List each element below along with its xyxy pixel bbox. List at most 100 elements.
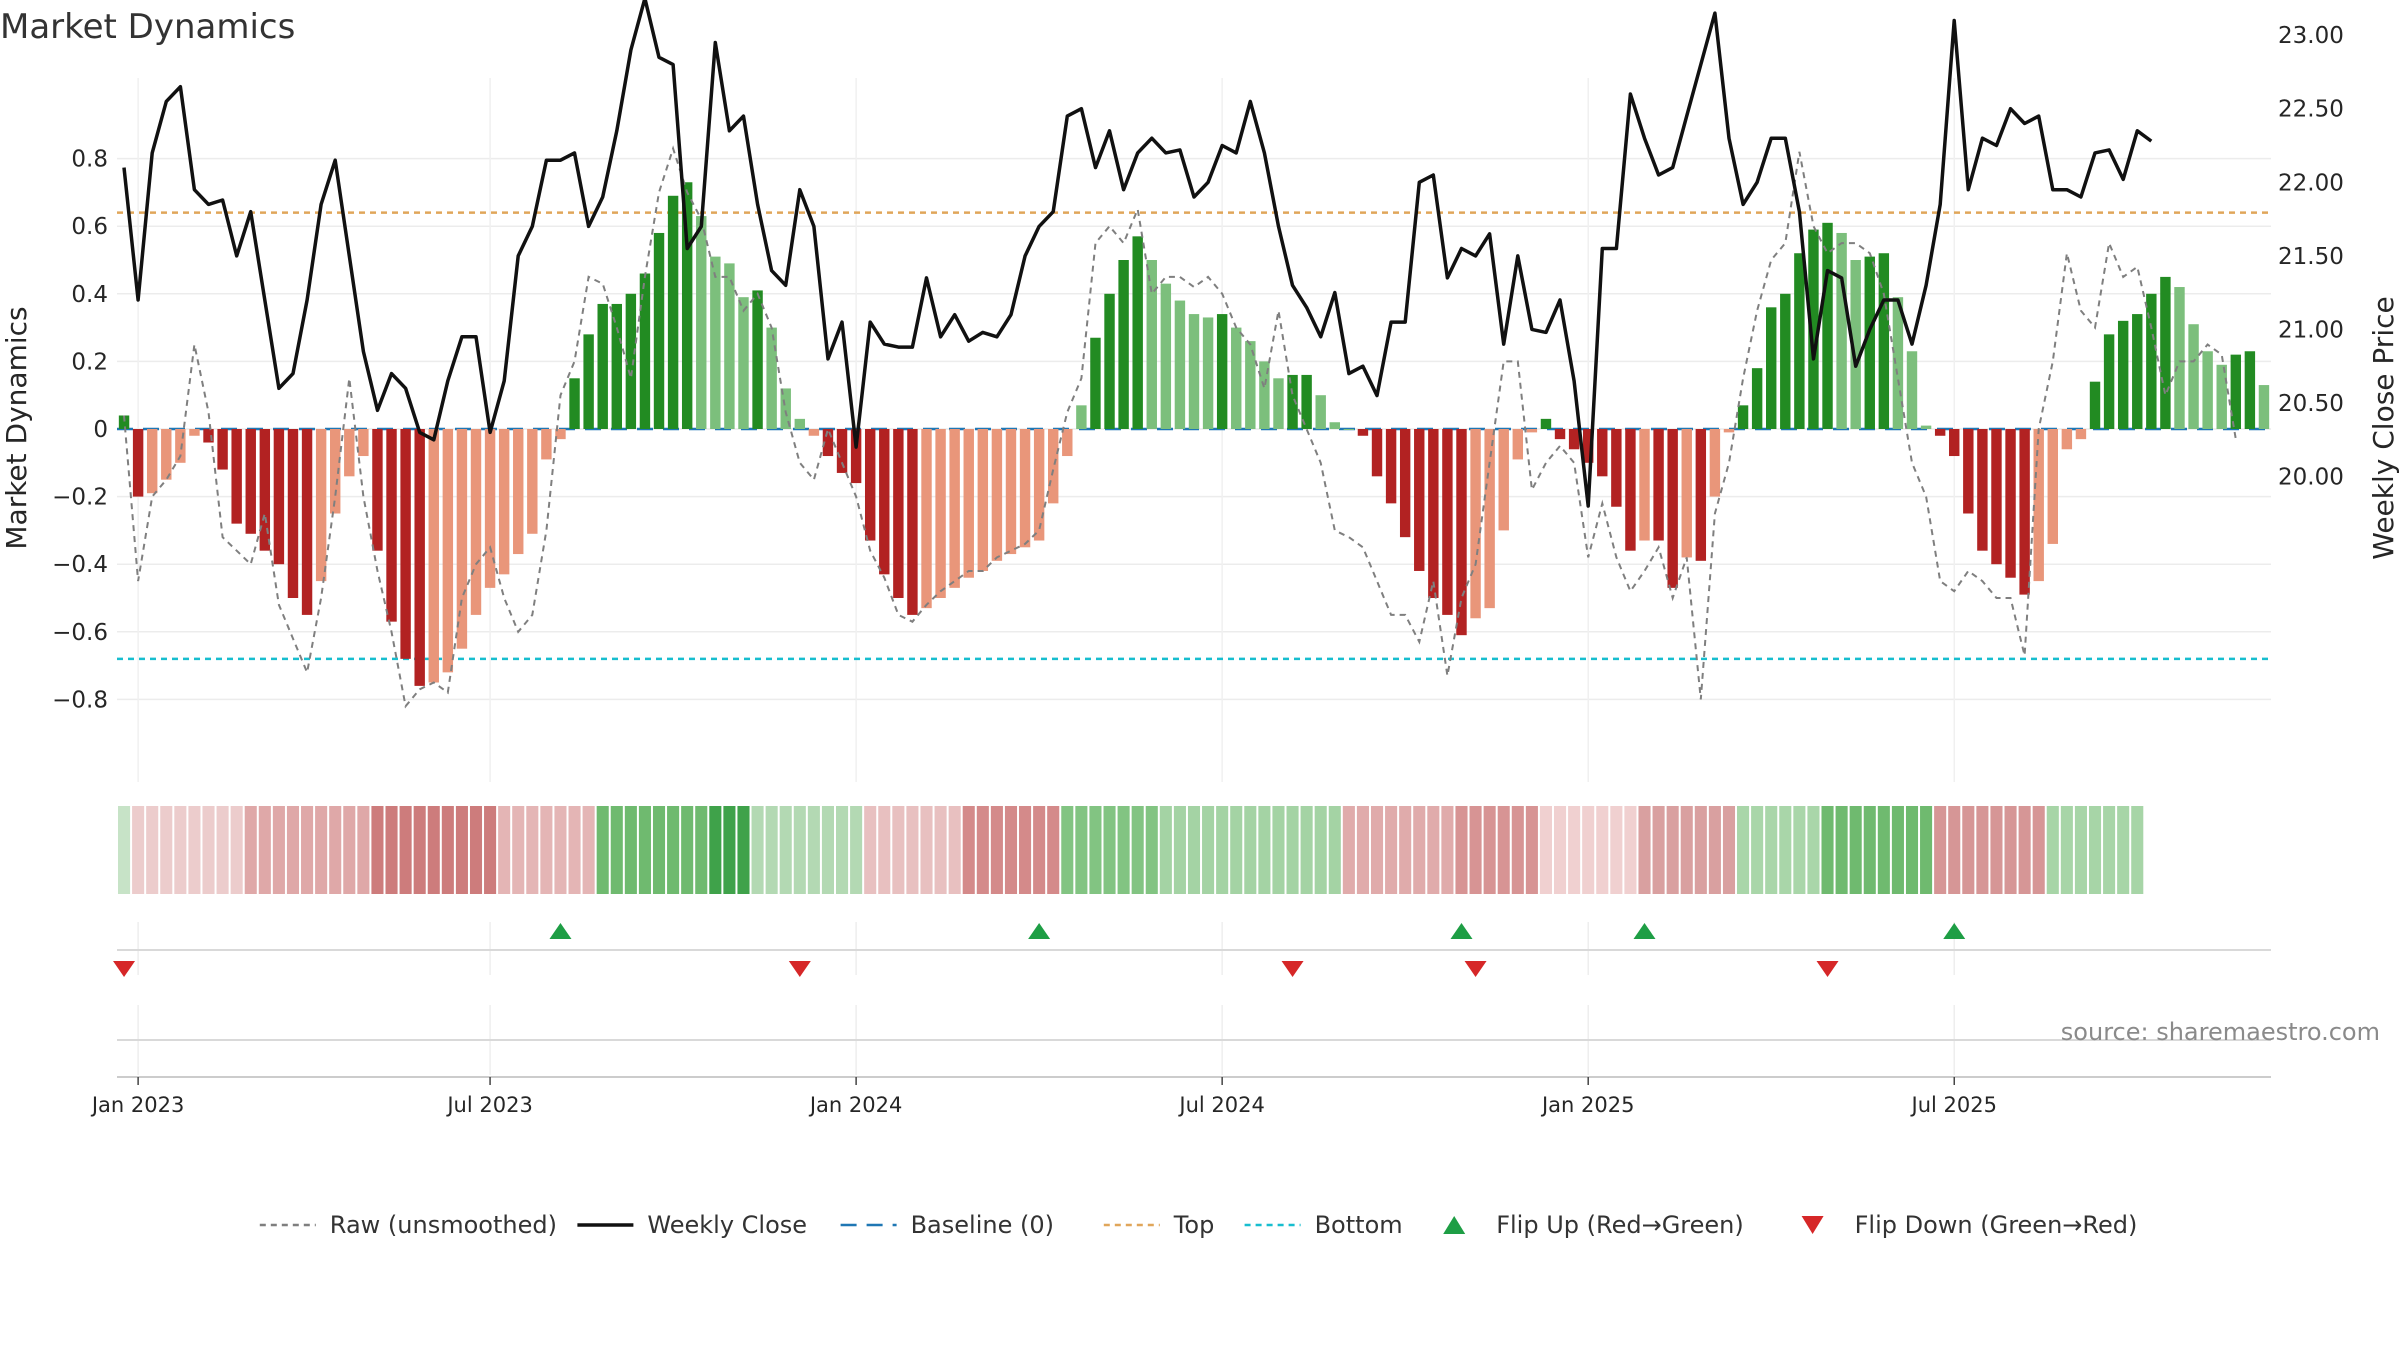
dynamics-bar <box>977 429 989 571</box>
dynamics-bar <box>1611 429 1622 507</box>
dynamics-bar <box>2061 429 2073 450</box>
dynamics-bar <box>1160 283 1172 429</box>
regime-band <box>497 806 596 894</box>
regime-band <box>1060 806 1159 894</box>
dynamics-bar <box>1076 405 1087 429</box>
dynamics-bar <box>1892 297 1904 429</box>
dynamics-bar <box>2033 429 2044 582</box>
y-tick-right: 22.00 <box>2278 170 2344 196</box>
dynamics-bar <box>1597 429 1608 477</box>
dynamics-bar <box>2146 293 2157 429</box>
dynamics-bar <box>1991 429 2002 565</box>
dynamics-bar <box>1005 429 1017 555</box>
dynamics-bar <box>330 429 341 514</box>
dynamics-bar <box>569 378 580 429</box>
x-tick-label: Jul 2023 <box>445 1093 532 1117</box>
dynamics-bar <box>879 429 890 575</box>
dynamics-bar <box>1357 429 1369 436</box>
dynamics-bar <box>653 232 665 429</box>
dynamics-bar <box>907 429 918 615</box>
dynamics-bar <box>1695 429 1707 561</box>
dynamics-bar <box>1202 317 1214 429</box>
dynamics-bar <box>2132 314 2143 429</box>
dynamics-bar <box>1906 351 1918 429</box>
dynamics-bar <box>1540 418 1552 429</box>
flip-up-marker <box>1943 923 1966 939</box>
y-tick-right: 23.00 <box>2278 23 2344 49</box>
regime-band <box>708 806 751 894</box>
dynamics-bar <box>963 429 974 578</box>
regime-band <box>370 806 498 894</box>
dynamics-bar <box>864 429 876 541</box>
y-tick-right: 20.50 <box>2278 391 2344 417</box>
dynamics-bar <box>2202 351 2213 429</box>
legend-swatch-flip-down <box>1801 1216 1824 1234</box>
flip-down-marker <box>1464 961 1487 977</box>
dynamics-bar <box>132 429 144 497</box>
dynamics-bar <box>456 429 468 649</box>
dynamics-bar <box>780 388 791 429</box>
dynamics-bar <box>1554 429 1566 440</box>
x-tick-label: Jan 2023 <box>90 1093 185 1117</box>
dynamics-bar <box>1484 429 1495 609</box>
x-tick-label: Jul 2024 <box>1177 1093 1264 1117</box>
dynamics-bar <box>2103 334 2115 429</box>
y-axis-label-left: Market Dynamics <box>0 306 33 549</box>
y-tick-right: 20.00 <box>2278 465 2344 491</box>
source-note: source: sharemaestro.com <box>2061 1018 2380 1046</box>
dynamics-bar <box>414 429 425 686</box>
flip-up-marker <box>1028 923 1051 939</box>
dynamics-bar <box>1090 337 1101 429</box>
dynamics-bar <box>752 290 763 429</box>
dynamics-bar <box>1033 429 1045 541</box>
dynamics-bar <box>2160 276 2171 429</box>
dynamics-bar <box>2244 351 2256 429</box>
dynamics-bar <box>710 256 721 429</box>
dynamics-bar <box>2174 287 2185 429</box>
dynamics-bar <box>2005 429 2016 578</box>
y-tick-right: 21.50 <box>2278 244 2344 270</box>
dynamics-bar <box>372 429 383 551</box>
dynamics-bar <box>541 429 552 460</box>
dynamics-bar <box>2188 324 2199 429</box>
regime-band <box>117 806 132 894</box>
regime-band <box>243 806 371 894</box>
dynamics-bar <box>1737 405 1749 429</box>
dynamics-bar <box>1048 429 1059 504</box>
dynamics-bar <box>498 429 510 575</box>
dynamics-bar <box>836 429 848 473</box>
x-axis-ticks: Jan 2023 Jul 2023 Jan 2024 Jul 2024 Jan 2025… <box>90 1077 1997 1117</box>
dynamics-bar <box>2019 429 2030 595</box>
regime-band <box>961 806 1061 894</box>
dynamics-bar <box>597 303 608 429</box>
dynamics-bar <box>2117 320 2129 429</box>
dynamics-bar <box>1667 429 1678 588</box>
dynamics-bar <box>315 429 327 582</box>
dynamics-bar <box>1456 429 1467 636</box>
y-tick-left: 0.6 <box>71 214 108 240</box>
dynamics-bar <box>850 429 862 484</box>
dynamics-bar <box>1878 253 1890 429</box>
dynamics-bar <box>189 429 200 436</box>
dynamics-bar <box>146 429 158 494</box>
dynamics-bar <box>1118 260 1129 429</box>
x-tick-label: Jan 2024 <box>808 1093 903 1117</box>
dynamics-bar <box>527 429 538 534</box>
dynamics-bar <box>2216 364 2227 429</box>
dynamics-bar <box>724 263 735 429</box>
dynamics-bar <box>1329 422 1340 429</box>
dynamics-bar <box>1301 374 1312 429</box>
dynamics-bar <box>245 429 256 534</box>
dynamics-bar <box>344 429 355 477</box>
dynamics-bar <box>667 195 679 429</box>
dynamics-bar <box>2089 381 2101 429</box>
dynamics-bar <box>1231 327 1242 429</box>
dynamics-bar <box>1709 429 1721 497</box>
regime-strip <box>116 806 2272 894</box>
dynamics-bar <box>1949 429 1960 457</box>
dynamics-bar <box>1442 429 1453 615</box>
dynamics-bar <box>203 429 214 443</box>
legend-label-top: Top <box>1173 1211 1215 1239</box>
dynamics-bar <box>1766 307 1777 429</box>
y-tick-left: −0.4 <box>52 552 108 578</box>
